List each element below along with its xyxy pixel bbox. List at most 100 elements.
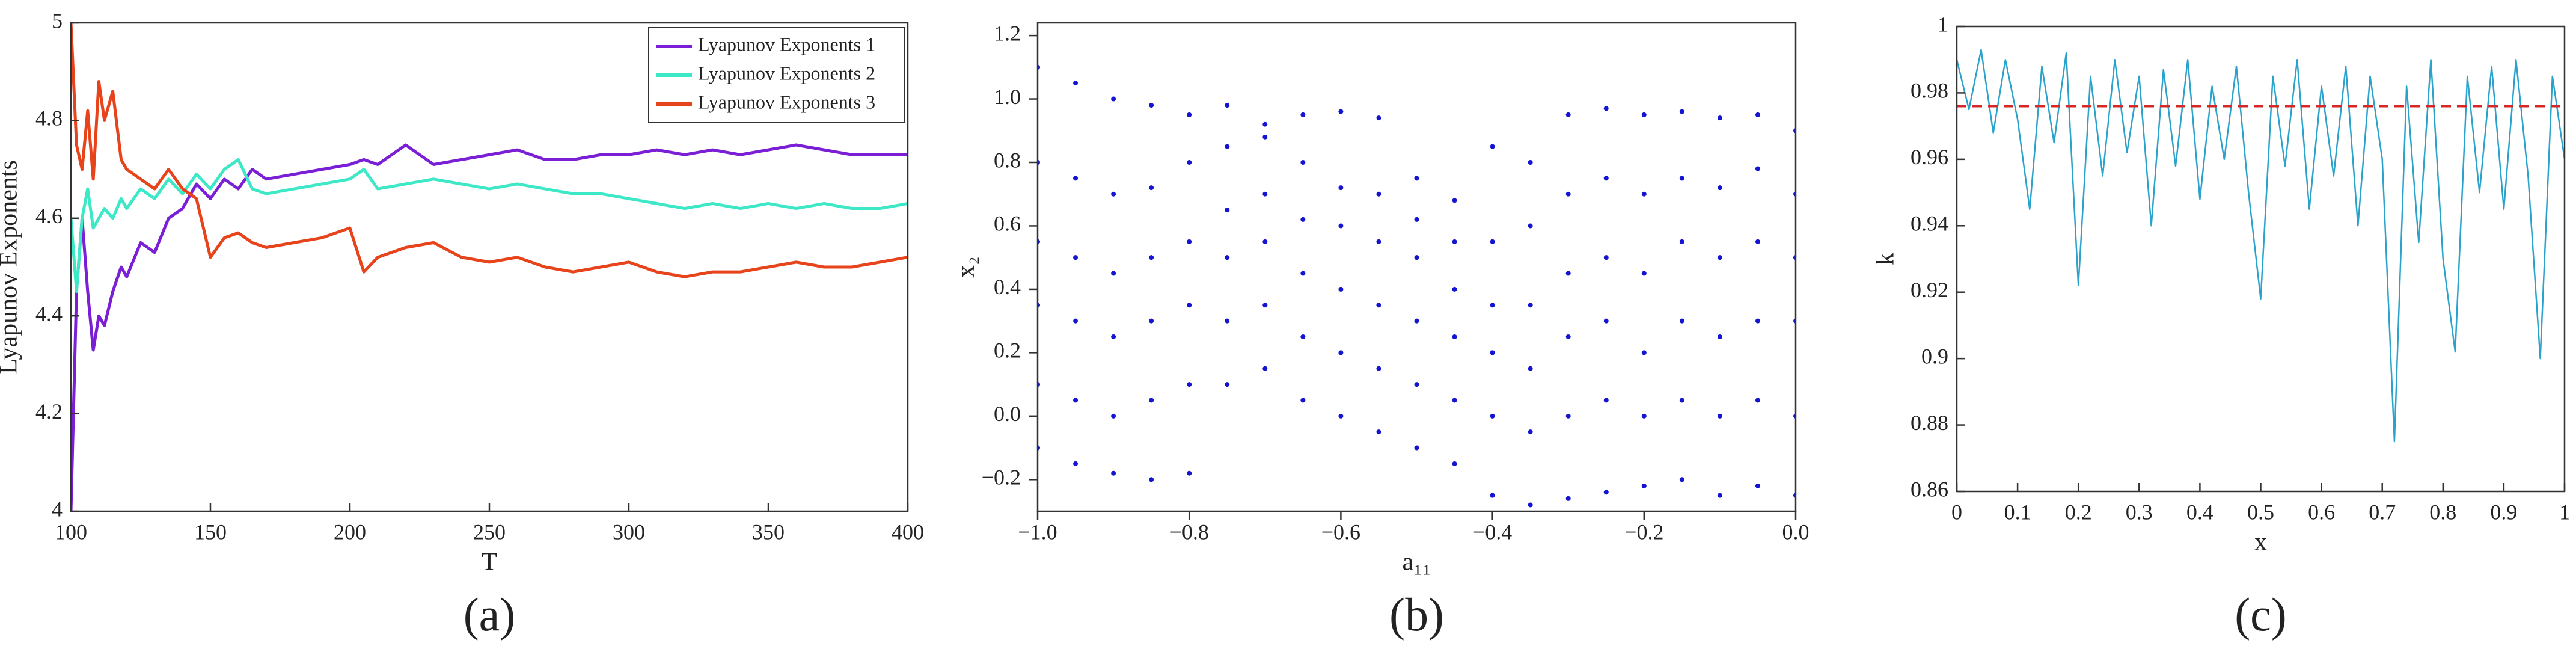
point bbox=[1073, 318, 1078, 324]
point bbox=[1376, 429, 1381, 435]
point bbox=[1376, 303, 1381, 308]
point bbox=[1300, 112, 1306, 117]
point bbox=[1300, 334, 1306, 339]
point bbox=[1452, 334, 1457, 339]
x-tick-label: 200 bbox=[334, 520, 366, 544]
point bbox=[1111, 96, 1116, 102]
x-tick-label: 400 bbox=[892, 520, 924, 544]
x-tick-label: 350 bbox=[752, 520, 785, 544]
point bbox=[1073, 176, 1078, 181]
point bbox=[1225, 382, 1230, 387]
x-tick-label: 0.8 bbox=[2429, 500, 2456, 524]
point bbox=[1641, 350, 1647, 355]
point bbox=[1300, 160, 1306, 165]
point bbox=[1414, 176, 1419, 181]
point bbox=[1073, 398, 1078, 403]
panel: −1.0 −0.8 −0.6 −0.4 −0.2 0.0 −0.2 0.0 0.2 0.4 0.6 0… bbox=[953, 21, 1810, 641]
point bbox=[1565, 334, 1571, 339]
point bbox=[1414, 217, 1419, 222]
y-tick-label: 0.4 bbox=[994, 275, 1021, 299]
point bbox=[1338, 109, 1344, 114]
y-tick-label: 0.0 bbox=[994, 402, 1021, 426]
plot-area bbox=[1957, 49, 2565, 443]
point bbox=[1338, 223, 1344, 229]
point bbox=[1717, 255, 1722, 260]
y-tick-label: 0.92 bbox=[1911, 278, 1948, 302]
point bbox=[1755, 483, 1760, 488]
point bbox=[1755, 239, 1760, 244]
point bbox=[1565, 112, 1571, 117]
point bbox=[1414, 255, 1419, 260]
point bbox=[1528, 429, 1533, 435]
x-tick-label: 0.5 bbox=[2247, 500, 2274, 524]
point bbox=[1603, 318, 1609, 324]
x-tick-label: 0.1 bbox=[2004, 500, 2031, 524]
point bbox=[1717, 413, 1722, 419]
point bbox=[1338, 350, 1344, 355]
point bbox=[1262, 191, 1268, 197]
series-line bbox=[1957, 49, 2565, 443]
point bbox=[1565, 271, 1571, 276]
point bbox=[1717, 493, 1722, 498]
point bbox=[1679, 318, 1684, 324]
point bbox=[1490, 413, 1495, 419]
point bbox=[1225, 318, 1230, 324]
point bbox=[1679, 176, 1684, 181]
point bbox=[1073, 461, 1078, 466]
x-tick-label: 150 bbox=[194, 520, 227, 544]
point bbox=[1376, 191, 1381, 197]
y-tick-label: 1 bbox=[1938, 12, 1948, 36]
x-tick-label: 0.6 bbox=[2308, 500, 2335, 524]
point bbox=[1490, 493, 1495, 498]
x-tick-label: 250 bbox=[473, 520, 506, 544]
x-tick-label: 0.3 bbox=[2126, 500, 2153, 524]
plot-area bbox=[1038, 64, 1796, 508]
point bbox=[1414, 445, 1419, 451]
axes-frame bbox=[1956, 25, 2566, 493]
point bbox=[1490, 239, 1495, 244]
point bbox=[1111, 191, 1116, 197]
y-axis-label: Lyapunov Exponents bbox=[0, 160, 23, 374]
point bbox=[1414, 382, 1419, 387]
point bbox=[1528, 223, 1533, 229]
point bbox=[1376, 115, 1381, 121]
point bbox=[1225, 208, 1230, 213]
point bbox=[1225, 144, 1230, 149]
series-line bbox=[71, 143, 908, 511]
y-axis-label: k bbox=[1872, 253, 1900, 265]
x-tick-label: 0.0 bbox=[1782, 520, 1810, 544]
y-tick-label: 0.94 bbox=[1911, 212, 1948, 236]
x-tick-label: 0 bbox=[1951, 500, 1962, 524]
y-tick-label: 4.6 bbox=[35, 204, 63, 228]
point bbox=[1187, 112, 1192, 117]
point bbox=[1452, 398, 1457, 403]
legend-label: Lyapunov Exponents 2 bbox=[698, 62, 875, 84]
point bbox=[1149, 185, 1154, 191]
x-tick-label: 1 bbox=[2559, 500, 2570, 524]
y-tick-label: 0.88 bbox=[1911, 411, 1948, 435]
point bbox=[1376, 239, 1381, 244]
caption: (b) bbox=[1389, 588, 1444, 641]
point bbox=[1603, 255, 1609, 260]
point bbox=[1187, 382, 1192, 387]
point bbox=[1300, 271, 1306, 276]
point bbox=[1679, 477, 1684, 482]
point bbox=[1641, 271, 1647, 276]
point bbox=[1603, 398, 1609, 403]
point bbox=[1717, 115, 1722, 121]
panel: 100 150 200 250 300 350 400 4 4.2 4.4 4.6 4.8 5 T Lyap… bbox=[0, 8, 924, 641]
point bbox=[1603, 176, 1609, 181]
point bbox=[1073, 255, 1078, 260]
point bbox=[1528, 502, 1533, 508]
x-tick-label: −1.0 bbox=[1018, 520, 1057, 544]
y-tick-label: 4.2 bbox=[35, 399, 63, 423]
point bbox=[1641, 191, 1647, 197]
x-tick-label: 300 bbox=[613, 520, 645, 544]
point bbox=[1490, 350, 1495, 355]
point bbox=[1565, 191, 1571, 197]
y-tick-label: 0.8 bbox=[994, 148, 1021, 172]
x-tick-label: −0.8 bbox=[1170, 520, 1209, 544]
point bbox=[1073, 81, 1078, 86]
point bbox=[1149, 103, 1154, 108]
